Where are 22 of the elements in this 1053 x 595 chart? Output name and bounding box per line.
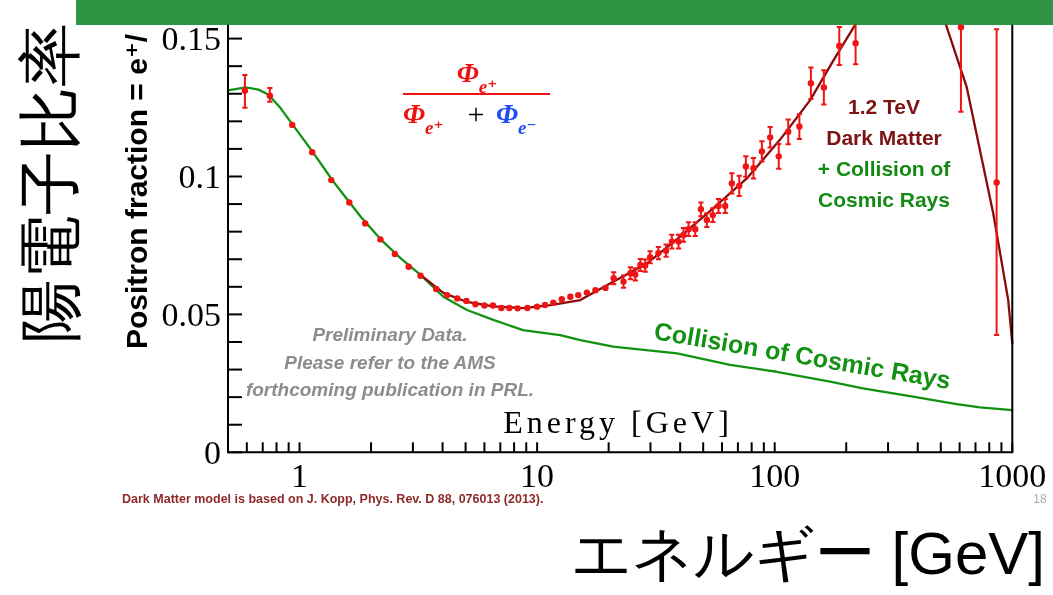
- x-tick-label: 1000: [978, 457, 1047, 494]
- annotation: Φ$_{e⁺}$: [403, 98, 444, 138]
- x-tick-label: 100: [749, 457, 801, 494]
- annotation: + Collision of Cosmic Rays: [817, 157, 951, 211]
- annotation: エネルギー [GeV]: [570, 520, 1045, 587]
- annotation: +: [467, 97, 485, 130]
- annotation: Preliminary Data. Please refer to the AMS forthcoming publication in PRL.: [245, 324, 535, 400]
- x-axis-title: Energy [GeV]: [503, 404, 733, 440]
- x-tick-label: 10: [520, 457, 555, 494]
- annotation: Φ$_{e⁺}$: [456, 57, 498, 97]
- series-name: Collision of Cosmic Rays: [652, 316, 953, 394]
- annotation: 1.2 TeV Dark Matter: [826, 95, 942, 149]
- annotation: 陽電子比率: [14, 23, 86, 343]
- annotation: Φ$_{e⁻}$: [496, 98, 537, 138]
- annotation: Dark Matter model is based on J. Kopp, Phys. Rev. D 88, 076013 (2013).: [122, 492, 544, 506]
- y-tick-label: 0.1: [178, 158, 221, 195]
- y-tick-label: 0.15: [161, 20, 221, 58]
- y-axis-title: Positron fraction = e⁺/: [120, 33, 153, 349]
- x-tick-label: 1: [291, 457, 308, 494]
- y-tick-label: 0: [204, 433, 221, 471]
- y-tick-label: 0.05: [161, 295, 221, 333]
- annotation: 18: [1033, 492, 1047, 506]
